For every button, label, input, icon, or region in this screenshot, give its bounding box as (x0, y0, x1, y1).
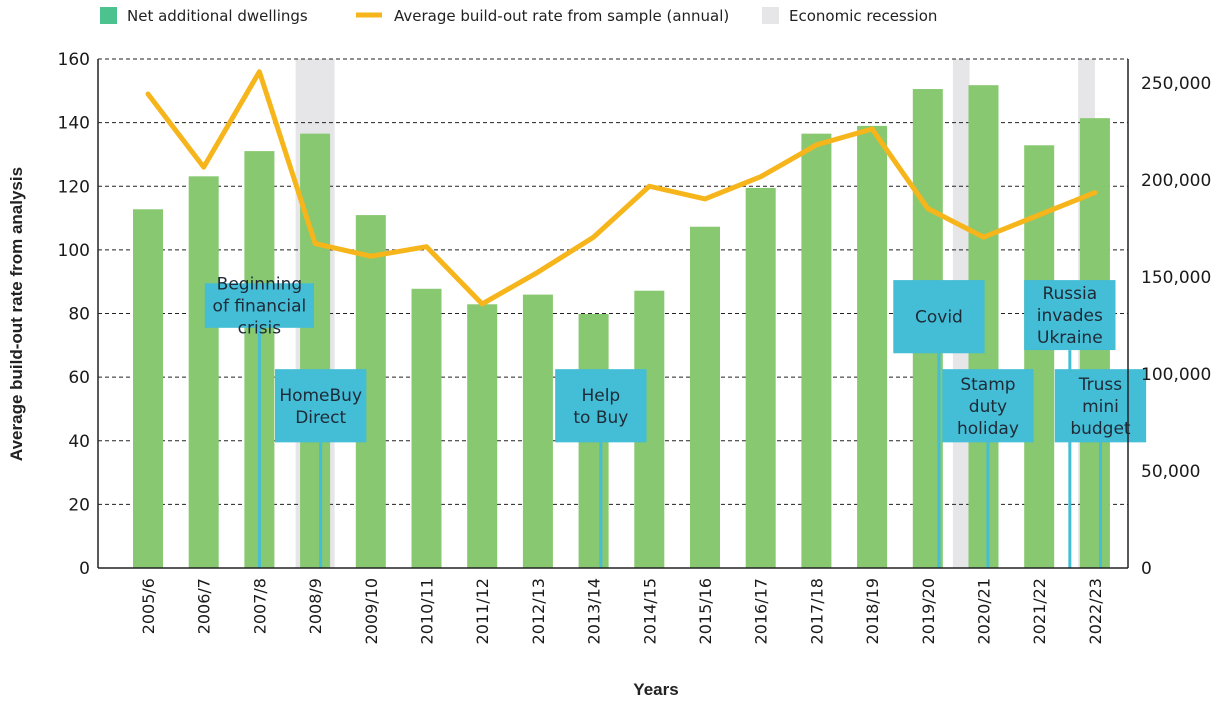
bar (801, 133, 832, 569)
x-tick-label: 2022/23 (1086, 578, 1105, 644)
annotation-box-4 (942, 369, 1034, 443)
y-left-tick-label: 160 (58, 50, 90, 70)
x-tick-label: 2014/15 (640, 578, 659, 644)
annotation-label-5: invades (1037, 306, 1103, 326)
bar (857, 125, 888, 568)
y-left-tick-label: 120 (58, 177, 90, 197)
legend-swatch-2 (762, 7, 779, 24)
legend-label-2: Economic recession (789, 7, 937, 25)
annotation-label-4: Stamp (960, 375, 1015, 395)
series-line (145, 69, 1098, 307)
y-right-tick-label: 200,000 (1141, 171, 1211, 191)
bar (133, 209, 163, 568)
x-tick-label: 2009/10 (362, 578, 381, 644)
annotation-label-5: Russia (1042, 284, 1097, 304)
x-tick-label: 2010/11 (418, 578, 437, 644)
annotation-label-1: Direct (295, 408, 346, 428)
y-left-tick-label: 140 (58, 114, 90, 134)
x-axis-label: Years (633, 680, 678, 699)
y-left-tick-label: 100 (58, 241, 90, 261)
x-tick-label: 2013/14 (585, 578, 604, 644)
annotation-box-6 (1054, 369, 1147, 443)
y-left-tick-label: 60 (68, 368, 90, 388)
annotation-label-4: holiday (957, 419, 1019, 439)
legend-label-0: Net additional dwellings (127, 7, 308, 25)
annotation-box-3 (893, 280, 985, 354)
y-right-tick-label: 150,000 (1141, 268, 1211, 288)
bar (188, 176, 219, 568)
annotation-label-6: budget (1070, 419, 1131, 439)
bar-series-net-additional-dwellings (133, 85, 1110, 569)
y-right-tick-label: 50,000 (1141, 462, 1200, 482)
x-tick-label: 2015/16 (696, 578, 715, 644)
bar (411, 288, 442, 568)
annotation-label-6: mini (1082, 397, 1119, 417)
x-tick-label: 2006/7 (195, 578, 214, 634)
annotation-box-0 (204, 283, 314, 328)
annotation-label-2: Help (581, 386, 620, 406)
y-right-tick-label: 0 (1141, 559, 1152, 579)
x-tick-label: 2008/9 (306, 578, 325, 634)
bar (522, 294, 553, 568)
legend: Net additional dwellings Average build-ou… (100, 7, 937, 25)
annotation-label-2: to Buy (573, 408, 628, 428)
legend-swatch-0 (100, 7, 117, 24)
x-axis-ticks: 2005/6 2006/7 2007/8 2008/9 2009/10 2010/11 20… (139, 578, 1105, 644)
x-tick-label: 2016/17 (752, 578, 771, 644)
x-tick-label: 2019/20 (919, 578, 938, 644)
x-tick-label: 2007/8 (250, 578, 269, 634)
axes (97, 59, 1129, 569)
legend-label-1: Average build-out rate from sample (annu… (394, 7, 729, 25)
y-left-tick-label: 20 (68, 495, 90, 515)
annotation-label-0: crisis (238, 319, 282, 339)
y-left-tick-label: 0 (79, 559, 90, 579)
annotation-label-1: HomeBuy (279, 386, 362, 406)
x-tick-label: 2011/12 (473, 578, 492, 644)
annotation-box-5 (1024, 280, 1116, 351)
x-tick-label: 2005/6 (139, 578, 158, 634)
bar (690, 226, 720, 569)
x-tick-label: 2012/13 (529, 578, 548, 644)
x-tick-label: 2017/18 (807, 578, 826, 644)
annotation-label-0: of financial (213, 297, 307, 317)
x-tick-label: 2021/22 (1030, 578, 1049, 644)
y-left-tick-label: 80 (68, 305, 90, 325)
bar (300, 133, 331, 569)
line-series-build-out-rate (145, 69, 1098, 307)
annotation-label-0: Beginning (217, 275, 302, 295)
y-axis-left-ticks: 0 20 40 60 80 100 120 140 160 (58, 50, 90, 579)
annotation-label-5: Ukraine (1037, 328, 1103, 348)
y-axis-left-label: Average build-out rate from analysis (7, 167, 26, 461)
annotation-label-6: Truss (1078, 375, 1123, 395)
annotation-label-3: Covid (915, 308, 963, 328)
annotation-box-2 (555, 369, 647, 443)
x-tick-label: 2018/19 (863, 578, 882, 644)
y-right-tick-label: 100,000 (1141, 365, 1211, 385)
bar (745, 187, 776, 569)
y-axis-right-ticks: 0 50,000 100,000 150,000 200,000 250,000 (1141, 74, 1211, 579)
x-tick-label: 2020/21 (975, 578, 994, 644)
y-right-tick-label: 250,000 (1141, 74, 1211, 94)
bar (467, 304, 498, 568)
annotation-box-1 (274, 369, 367, 443)
annotation-label-4: duty (969, 397, 1007, 417)
y-left-tick-label: 40 (68, 432, 90, 452)
